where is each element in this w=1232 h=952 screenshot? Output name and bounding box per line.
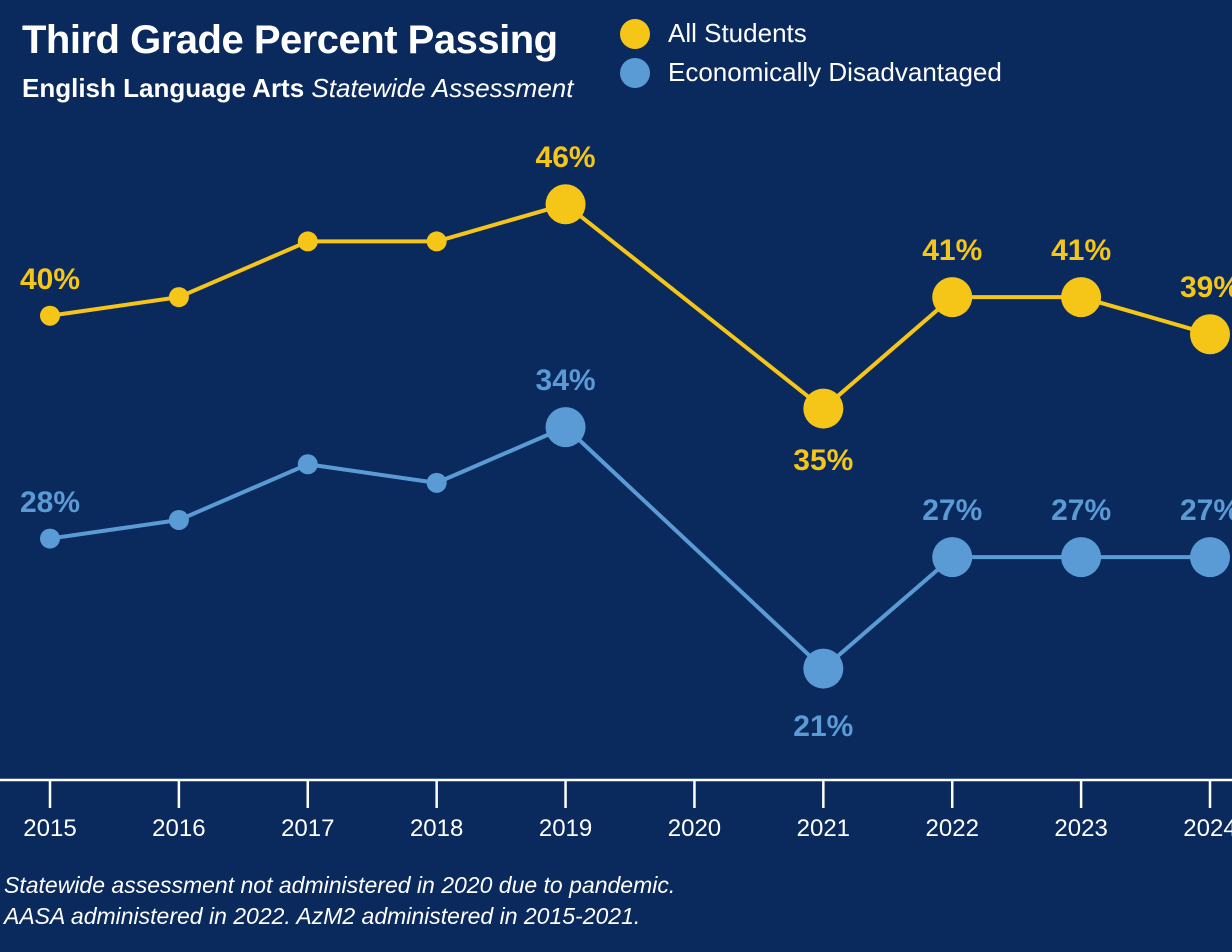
footnote-line: Statewide assessment not administered in… bbox=[4, 870, 675, 901]
data-point-econ bbox=[803, 649, 843, 689]
legend-dot-icon bbox=[620, 19, 650, 49]
x-axis-year-label: 2024 bbox=[1183, 815, 1232, 843]
footnotes: Statewide assessment not administered in… bbox=[4, 870, 675, 932]
chart-subtitle: English Language Arts Statewide Assessme… bbox=[22, 73, 573, 104]
legend: All Students Economically Disadvantaged bbox=[620, 18, 1002, 96]
data-point-all bbox=[298, 231, 318, 251]
data-point-econ bbox=[298, 454, 318, 474]
x-axis-year-label: 2023 bbox=[1054, 815, 1107, 843]
data-label-all: 41% bbox=[922, 234, 982, 268]
data-point-econ bbox=[932, 537, 972, 577]
series-line-econ bbox=[50, 427, 1210, 668]
data-point-all bbox=[40, 306, 60, 326]
data-label-econ: 27% bbox=[922, 494, 982, 528]
subtitle-italic: Statewide Assessment bbox=[311, 73, 573, 103]
data-point-econ bbox=[40, 529, 60, 549]
data-point-all bbox=[546, 184, 586, 224]
data-label-all: 41% bbox=[1051, 234, 1111, 268]
x-axis-year-label: 2015 bbox=[23, 815, 76, 843]
x-axis-year-label: 2022 bbox=[926, 815, 979, 843]
data-point-econ bbox=[1190, 537, 1230, 577]
data-point-all bbox=[1190, 314, 1230, 354]
data-label-econ: 27% bbox=[1051, 494, 1111, 528]
x-axis-year-label: 2019 bbox=[539, 815, 592, 843]
x-axis-year-label: 2018 bbox=[410, 815, 463, 843]
subtitle-bold: English Language Arts bbox=[22, 73, 304, 103]
data-label-all: 40% bbox=[20, 263, 80, 297]
data-point-all bbox=[1061, 277, 1101, 317]
data-point-econ bbox=[1061, 537, 1101, 577]
data-point-econ bbox=[169, 510, 189, 530]
footnote-line: AASA administered in 2022. AzM2 administ… bbox=[4, 901, 675, 932]
data-point-econ bbox=[427, 473, 447, 493]
data-label-econ: 28% bbox=[20, 486, 80, 520]
data-label-econ: 21% bbox=[793, 710, 853, 744]
legend-item-econ-disadvantaged: Economically Disadvantaged bbox=[620, 57, 1002, 88]
data-point-econ bbox=[546, 407, 586, 447]
data-label-all: 39% bbox=[1180, 271, 1232, 305]
data-label-econ: 27% bbox=[1180, 494, 1232, 528]
data-point-all bbox=[427, 231, 447, 251]
data-label-econ: 34% bbox=[536, 364, 596, 398]
chart-title: Third Grade Percent Passing bbox=[22, 18, 573, 63]
legend-item-all-students: All Students bbox=[620, 18, 1002, 49]
series-line-all bbox=[50, 204, 1210, 408]
x-axis-year-label: 2017 bbox=[281, 815, 334, 843]
chart-header: Third Grade Percent Passing English Lang… bbox=[22, 18, 573, 104]
data-label-all: 35% bbox=[793, 444, 853, 478]
x-axis-year-label: 2020 bbox=[668, 815, 721, 843]
chart-area: 40% 46% 35% 41% 41% 39% 28% 34% 21% 27% 27% 27% bbox=[0, 130, 1232, 810]
data-label-all: 46% bbox=[536, 141, 596, 175]
legend-label: Economically Disadvantaged bbox=[668, 57, 1002, 88]
legend-label: All Students bbox=[668, 18, 807, 49]
data-point-all bbox=[169, 287, 189, 307]
data-point-all bbox=[803, 389, 843, 429]
data-point-all bbox=[932, 277, 972, 317]
line-chart-svg bbox=[0, 130, 1232, 810]
legend-dot-icon bbox=[620, 58, 650, 88]
x-axis-year-label: 2021 bbox=[797, 815, 850, 843]
x-axis-year-label: 2016 bbox=[152, 815, 205, 843]
